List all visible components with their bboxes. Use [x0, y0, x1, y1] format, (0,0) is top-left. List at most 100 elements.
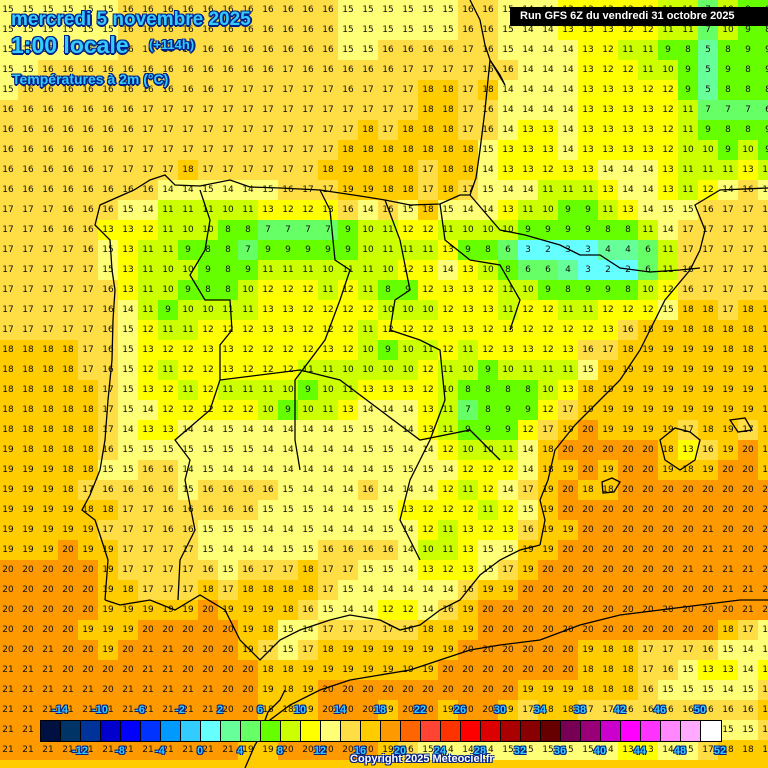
field-cell	[518, 60, 538, 80]
field-cell	[98, 80, 118, 100]
field-cell	[278, 180, 298, 200]
field-cell	[678, 240, 698, 260]
colorbar-label-top: -2	[175, 704, 185, 716]
colorbar-label-top: 34	[533, 704, 547, 716]
field-cell	[58, 180, 78, 200]
field-cell	[658, 240, 678, 260]
field-cell	[738, 120, 758, 140]
field-cell	[98, 20, 118, 40]
field-cell	[318, 20, 338, 40]
colorbar-label-top: 46	[653, 704, 667, 716]
field-cell	[498, 100, 518, 120]
colorbar-swatch	[161, 721, 181, 741]
field-cell	[718, 80, 738, 100]
field-cell	[38, 120, 58, 140]
field-cell	[98, 140, 118, 160]
field-cell	[338, 20, 358, 40]
field-cell	[238, 240, 258, 260]
field-cell	[138, 80, 158, 100]
field-cell	[158, 200, 178, 220]
field-cell	[338, 140, 358, 160]
field-cell	[558, 180, 578, 200]
field-cell	[358, 160, 378, 180]
colorbar-label-bottom: 0	[196, 745, 204, 757]
field-cell	[358, 240, 378, 260]
field-cell	[58, 60, 78, 80]
colorbar-swatch	[141, 721, 161, 741]
run-label: Run GFS 6Z du vendredi 31 octobre 2025	[510, 7, 768, 26]
field-cell	[578, 140, 598, 160]
field-cell	[0, 240, 18, 260]
field-cell	[118, 60, 138, 80]
field-cell	[38, 100, 58, 120]
field-cell	[338, 0, 358, 20]
field-cell	[18, 80, 38, 100]
field-cell	[338, 80, 358, 100]
field-cell	[698, 80, 718, 100]
field-cell	[318, 80, 338, 100]
field-cell	[38, 180, 58, 200]
field-cell	[478, 160, 498, 180]
field-cell	[178, 160, 198, 180]
field-cell	[298, 200, 318, 220]
field-cell	[418, 60, 438, 80]
field-cell	[198, 200, 218, 220]
field-cell	[98, 160, 118, 180]
field-cell	[478, 100, 498, 120]
field-cell	[758, 180, 768, 200]
field-cell	[218, 60, 238, 80]
colorbar-swatch	[521, 721, 541, 741]
field-cell	[258, 60, 278, 80]
colorbar-swatch	[601, 721, 621, 741]
field-cell	[58, 200, 78, 220]
field-cell	[158, 100, 178, 120]
colorbar-swatch	[661, 721, 681, 741]
field-cell	[698, 140, 718, 160]
field-cell	[58, 0, 78, 20]
field-cell	[558, 40, 578, 60]
field-cell	[38, 260, 58, 280]
field-cell	[498, 160, 518, 180]
colorbar-swatch	[61, 721, 81, 741]
field-cell	[758, 140, 768, 160]
field-cell	[158, 80, 178, 100]
field-cell	[38, 160, 58, 180]
field-cell	[718, 120, 738, 140]
colorbar-swatch	[501, 721, 521, 741]
field-cell	[238, 160, 258, 180]
field-cell	[418, 0, 438, 20]
field-cell	[618, 120, 638, 140]
field-cell	[198, 120, 218, 140]
field-cell	[638, 140, 658, 160]
field-cell	[738, 180, 758, 200]
field-cell	[678, 220, 698, 240]
field-cell	[398, 60, 418, 80]
field-cell	[618, 40, 638, 60]
field-cell	[38, 40, 58, 60]
field-cell	[298, 220, 318, 240]
field-cell	[218, 100, 238, 120]
field-cell	[198, 0, 218, 20]
field-cell	[398, 120, 418, 140]
field-cell	[598, 220, 618, 240]
field-cell	[278, 240, 298, 260]
field-cell	[418, 120, 438, 140]
forecast-time: 1:00 locale	[11, 32, 129, 58]
field-cell	[658, 220, 678, 240]
field-cell	[218, 220, 238, 240]
colorbar-swatch	[481, 721, 501, 741]
field-cell	[578, 200, 598, 220]
field-cell	[638, 160, 658, 180]
field-cell	[98, 240, 118, 260]
field-cell	[538, 80, 558, 100]
field-cell	[138, 60, 158, 80]
field-cell	[118, 200, 138, 220]
field-cell	[538, 60, 558, 80]
field-cell	[758, 20, 768, 40]
field-cell	[698, 60, 718, 80]
colorbar-swatch	[261, 721, 281, 741]
colorbar-swatch	[461, 721, 481, 741]
field-cell	[758, 220, 768, 240]
field-cell	[458, 160, 478, 180]
field-cell	[218, 140, 238, 160]
